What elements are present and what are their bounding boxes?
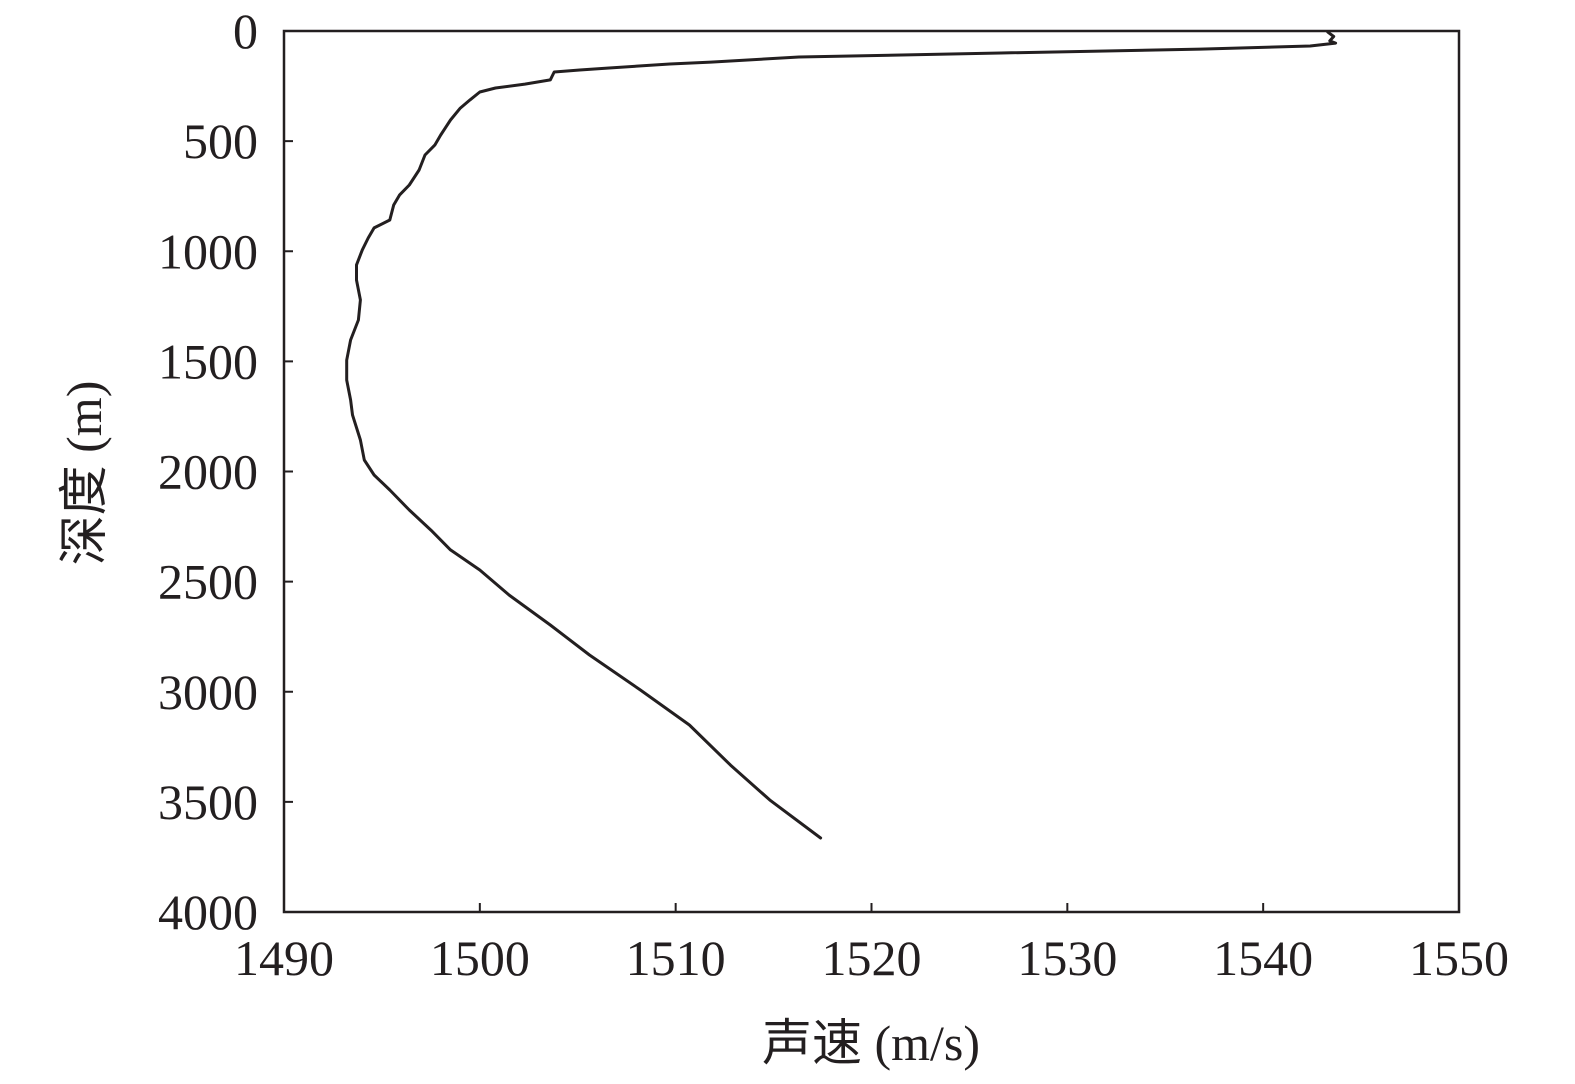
x-tick-label: 1490 xyxy=(234,930,334,986)
y-tick-label: 1500 xyxy=(158,333,258,389)
plot-frame xyxy=(282,29,1461,914)
x-tick-label: 1510 xyxy=(626,930,726,986)
y-tick-label: 2500 xyxy=(158,554,258,610)
y-axis-label: 深度 (m) xyxy=(56,381,112,566)
y-tick-label: 3500 xyxy=(158,774,258,830)
plot-marks: 1490 1500 1510 1520 1530 1540 1550 0 500 1000 1500… xyxy=(158,3,1509,986)
y-tick-label: 500 xyxy=(183,113,258,169)
x-tick-label: 1540 xyxy=(1213,930,1313,986)
y-tick-label: 0 xyxy=(233,3,258,59)
x-tick-label: 1550 xyxy=(1409,930,1509,986)
x-tick-label: 1500 xyxy=(430,930,530,986)
y-tick-label: 4000 xyxy=(158,884,258,940)
y-tick-label: 2000 xyxy=(158,444,258,500)
x-axis-label: 声速 (m/s) xyxy=(762,1015,980,1071)
y-tick-label: 3000 xyxy=(158,664,258,720)
x-tick-label: 1520 xyxy=(822,930,922,986)
x-tick-label: 1530 xyxy=(1017,930,1117,986)
series-line xyxy=(345,30,1338,840)
y-tick-label: 1000 xyxy=(158,223,258,279)
